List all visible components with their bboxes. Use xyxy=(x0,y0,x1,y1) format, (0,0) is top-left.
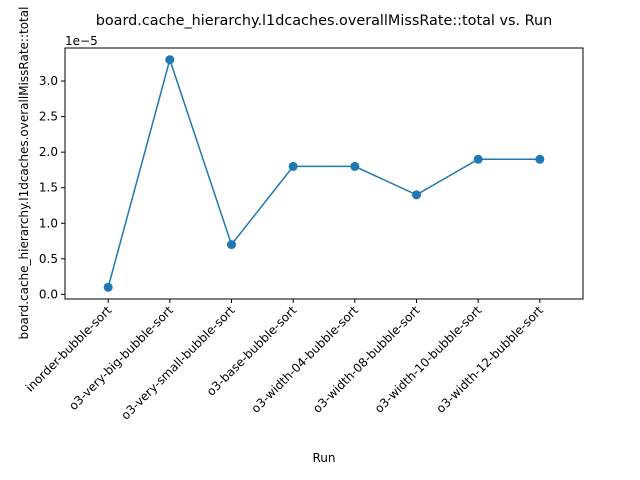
x-tick-label: o3-very-small-bubble-sort xyxy=(118,303,237,422)
y-tick-label: 1.0 xyxy=(39,216,58,230)
data-point xyxy=(412,190,421,200)
plot-area xyxy=(64,47,584,300)
data-point xyxy=(288,161,298,171)
x-tick-label: o3-width-10-bubble-sort xyxy=(372,303,485,416)
y-tick-label: 0.0 xyxy=(39,287,58,301)
y-axis-label: board.cache_hierarchy.l1dcaches.overallM… xyxy=(17,7,31,340)
data-point xyxy=(227,240,236,250)
x-tick-label: o3-width-08-bubble-sort xyxy=(310,303,423,416)
chart-title: board.cache_hierarchy.l1dcaches.overallM… xyxy=(96,13,553,29)
series-layer xyxy=(103,55,545,292)
y-tick-label: 0.5 xyxy=(39,252,58,266)
x-axis-label: Run xyxy=(312,451,335,465)
y-axis: 0.0 0.5 1.0 1.5 2.0 2.5 3.0 xyxy=(39,74,65,301)
data-point xyxy=(103,282,113,292)
data-point xyxy=(535,154,545,164)
y-tick-label: 2.0 xyxy=(39,145,58,159)
x-axis: inorder-bubble-sorto3-very-big-bubble-so… xyxy=(23,299,546,422)
y-tick-label: 3.0 xyxy=(39,74,58,88)
data-point xyxy=(350,161,360,171)
x-tick-label: o3-width-04-bubble-sort xyxy=(248,303,361,416)
y-tick-label: 1.5 xyxy=(39,181,58,195)
x-tick-label: o3-width-12-bubble-sort xyxy=(433,303,546,416)
y-offset-label: 1e−5 xyxy=(65,34,98,48)
series-line xyxy=(107,57,540,288)
axes-frame xyxy=(64,47,584,300)
x-tick-label: o3-very-big-bubble-sort xyxy=(66,303,176,413)
data-point xyxy=(473,154,483,164)
y-tick-label: 2.5 xyxy=(39,110,58,124)
data-point xyxy=(165,55,175,65)
